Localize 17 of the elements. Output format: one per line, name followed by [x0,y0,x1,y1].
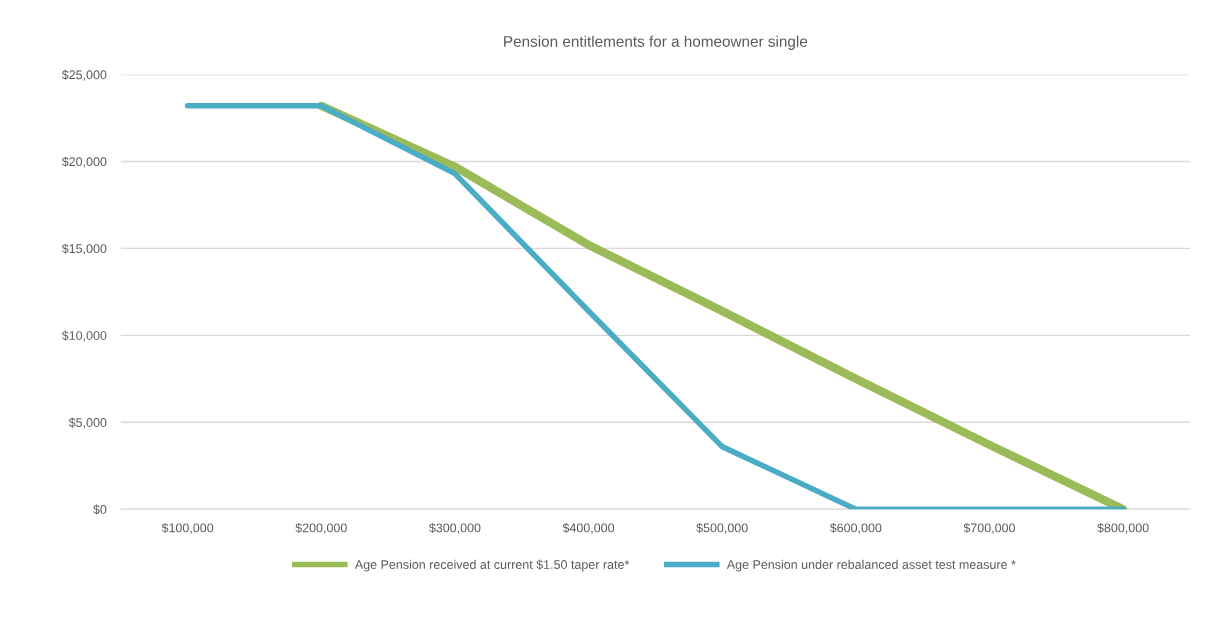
chart-title: Pension entitlements for a homeowner single [504,35,808,50]
y-tick-label: $25,000 [61,69,107,81]
y-tick-label: $15,000 [61,243,107,255]
legend-label: Age Pension received at current $1.50 taper rate* [354,559,630,572]
legend-label: Age Pension under rebalanced asset test measure * [726,559,1016,572]
x-tick-label: $500,000 [696,522,748,534]
y-tick-label: $20,000 [61,156,107,168]
x-tick-label: $400,000 [562,522,615,534]
x-tick-label: $700,000 [963,522,1016,534]
x-tick-label: $800,000 [1097,522,1149,534]
x-tick-label: $600,000 [829,522,882,534]
x-tick-label: $200,000 [295,522,347,534]
y-tick-label: $5,000 [68,417,107,429]
y-tick-label: $0 [93,504,107,515]
x-tick-label: $300,000 [428,522,481,534]
y-tick-label: $10,000 [61,330,107,342]
x-tick-label: $100,000 [161,522,214,534]
